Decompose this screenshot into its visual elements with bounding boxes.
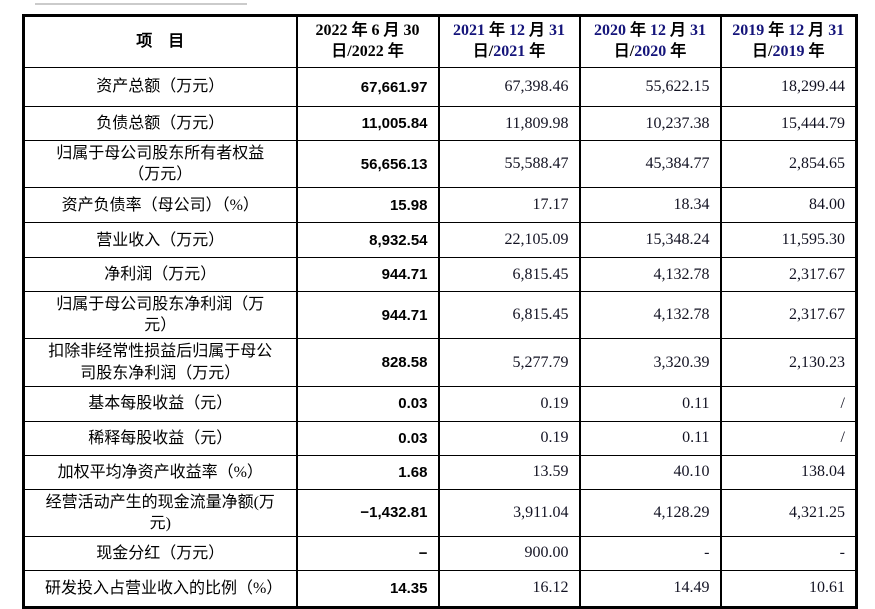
cell-value: 67,398.46 — [437, 67, 581, 107]
cell-value: 45,384.77 — [578, 139, 722, 189]
cell-value: 55,588.47 — [437, 139, 581, 189]
cell-value: 4,132.78 — [578, 257, 722, 293]
cell-value: 0.11 — [578, 420, 722, 456]
cell-value: 6,815.45 — [437, 291, 581, 340]
cell-value: 4,128.29 — [578, 488, 722, 537]
table-row: 负债总额（万元） 11,005.84 11,809.98 10,237.38 15,44… — [22, 106, 858, 141]
cell-value: −1,432.81 — [295, 488, 440, 537]
table-row: 净利润（万元） 944.71 6,815.45 4,132.78 2,317.67 — [22, 257, 858, 293]
cell-value: 0.03 — [295, 385, 440, 422]
table-row: 研发投入占营业收入的比例（%） 14.35 16.12 14.49 10.61 — [22, 569, 858, 608]
row-label: 稀释每股收益（元） — [22, 420, 298, 456]
table-row: 扣除非经常性损益后归属于母公司股东净利润（万元） 828.58 5,277.79 3,… — [22, 338, 858, 387]
row-label: 净利润（万元） — [22, 257, 298, 293]
cell-value: 944.71 — [295, 291, 440, 340]
cell-value: 944.71 — [295, 257, 440, 293]
cell-value: 10,237.38 — [578, 106, 722, 141]
table-row: 现金分红（万元） −900.00- - — [22, 535, 858, 571]
row-label: 加权平均净资产收益率（%） — [22, 454, 298, 490]
cell-value: 4,321.25 — [719, 488, 858, 537]
table-row: 加权平均净资产收益率（%） 1.68 13.59 40.10 138.04 — [22, 454, 858, 490]
cell-value: 14.49 — [578, 569, 722, 608]
table-row: 归属于母公司股东净利润（万元） 944.71 6,815.45 4,132.78 2,3… — [22, 291, 858, 340]
cell-value: 2,317.67 — [719, 291, 858, 340]
cell-value: 0.11 — [578, 385, 722, 422]
cell-value: 13.59 — [437, 454, 581, 490]
table-row: 归属于母公司股东所有者权益（万元） 56,656.13 55,588.47 45,38… — [22, 139, 858, 189]
cell-value: 18,299.44 — [719, 67, 858, 107]
table-row: 资产总额（万元） 67,661.97 67,398.46 55,622.15 18,29… — [22, 67, 858, 107]
period-column-header-0: 2022 年 6 月 30 日/2022 年 — [295, 15, 440, 68]
cell-value: 2,130.23 — [719, 338, 858, 387]
cell-value: 15,444.79 — [719, 106, 858, 141]
cell-value: 17.17 — [437, 187, 581, 224]
cell-value: 8,932.54 — [295, 222, 440, 259]
row-label: 资产负债率（母公司）（%） — [22, 187, 298, 224]
row-label: 扣除非经常性损益后归属于母公司股东净利润（万元） — [22, 338, 298, 387]
table-row: 营业收入（万元） 8,932.54 22,105.09 15,348.24 11,595… — [22, 222, 858, 259]
cell-value: 14.35 — [295, 569, 440, 608]
cell-value: - — [578, 535, 722, 571]
cell-value: 6,815.45 — [437, 257, 581, 293]
cell-value: 84.00 — [719, 187, 858, 224]
item-column-header: 项 目 — [22, 15, 298, 68]
row-label: 研发投入占营业收入的比例（%） — [22, 569, 298, 608]
row-label: 负债总额（万元） — [22, 106, 298, 141]
cell-value: 10.61 — [719, 569, 858, 608]
table-row: 基本每股收益（元） 0.03 0.19 0.11/ — [22, 385, 858, 422]
cell-value: 55,622.15 — [578, 67, 722, 107]
row-label: 资产总额（万元） — [22, 67, 298, 107]
cell-value: 11,595.30 — [719, 222, 858, 259]
table-body: 资产总额（万元） 67,661.97 67,398.46 55,622.15 18,29… — [22, 67, 858, 608]
table-header-row: 项 目 2022 年 6 月 30 日/2022 年 2021 年 12 月 31 日/… — [22, 15, 858, 68]
cell-value: 67,661.97 — [295, 67, 440, 107]
cell-value: 18.34 — [578, 187, 722, 224]
cell-value: 11,005.84 — [295, 106, 440, 141]
period-column-header-2: 2020 年 12 月 31 日/2020 年 — [578, 15, 722, 68]
cell-value: − — [295, 535, 440, 571]
cell-value: / — [719, 385, 858, 422]
table-row: 经营活动产生的现金流量净额(万元) −1,432.81 3,911.04 4,128.… — [22, 488, 858, 537]
cell-value: 3,911.04 — [437, 488, 581, 537]
cell-value: 16.12 — [437, 569, 581, 608]
cell-value: - — [719, 535, 858, 571]
cell-value: 15,348.24 — [578, 222, 722, 259]
cell-value: 0.19 — [437, 420, 581, 456]
cell-value: 3,320.39 — [578, 338, 722, 387]
row-label: 归属于母公司股东净利润（万元） — [22, 291, 298, 340]
period-column-header-3: 2019 年 12 月 31 日/2019 年 — [719, 15, 858, 68]
row-label: 经营活动产生的现金流量净额(万元) — [22, 488, 298, 537]
cell-value: 11,809.98 — [437, 106, 581, 141]
cell-value: 828.58 — [295, 338, 440, 387]
cell-value: 56,656.13 — [295, 139, 440, 189]
row-label: 现金分红（万元） — [22, 535, 298, 571]
row-label: 营业收入（万元） — [22, 222, 298, 259]
cell-value: 22,105.09 — [437, 222, 581, 259]
cell-value: / — [719, 420, 858, 456]
cell-value: 0.19 — [437, 385, 581, 422]
financial-summary-table: 项 目 2022 年 6 月 30 日/2022 年 2021 年 12 月 31 日/… — [22, 14, 858, 609]
cell-value: 15.98 — [295, 187, 440, 224]
row-label: 归属于母公司股东所有者权益（万元） — [22, 139, 298, 189]
row-label: 基本每股收益（元） — [22, 385, 298, 422]
cell-value: 2,854.65 — [719, 139, 858, 189]
cell-value: 2,317.67 — [719, 257, 858, 293]
table-row: 资产负债率（母公司）（%） 15.98 17.17 18.34 84.00 — [22, 187, 858, 224]
cell-value: 5,277.79 — [437, 338, 581, 387]
page-top-rule — [35, 3, 247, 5]
cell-value: 40.10 — [578, 454, 722, 490]
cell-value: 900.00 — [437, 535, 581, 571]
period-column-header-1: 2021 年 12 月 31 日/2021 年 — [437, 15, 581, 68]
cell-value: 138.04 — [719, 454, 858, 490]
cell-value: 4,132.78 — [578, 291, 722, 340]
table-row: 稀释每股收益（元） 0.03 0.19 0.11/ — [22, 420, 858, 456]
cell-value: 0.03 — [295, 420, 440, 456]
cell-value: 1.68 — [295, 454, 440, 490]
